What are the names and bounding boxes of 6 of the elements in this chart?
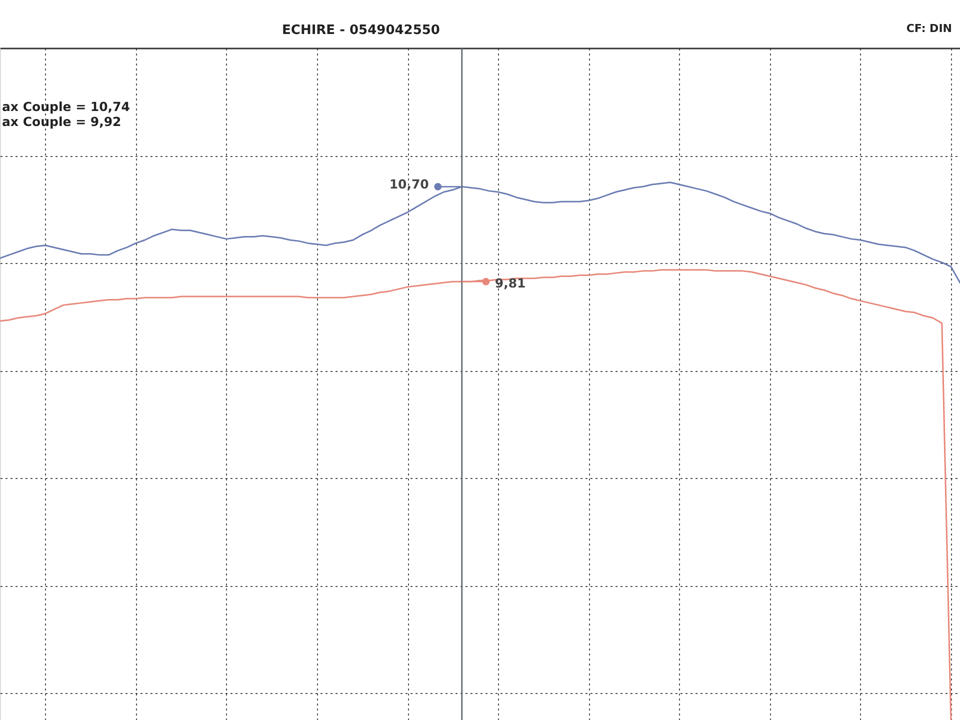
text: CF: DIN bbox=[906, 22, 952, 35]
text: ax Couple = 10,74 bbox=[2, 99, 130, 114]
data-label: 10,70 bbox=[389, 176, 430, 192]
data-label: 9,81 bbox=[494, 276, 526, 291]
text: ax Couple = 9,92 bbox=[2, 114, 122, 129]
chart-title: ECHIRE - 0549042550 bbox=[282, 23, 440, 38]
